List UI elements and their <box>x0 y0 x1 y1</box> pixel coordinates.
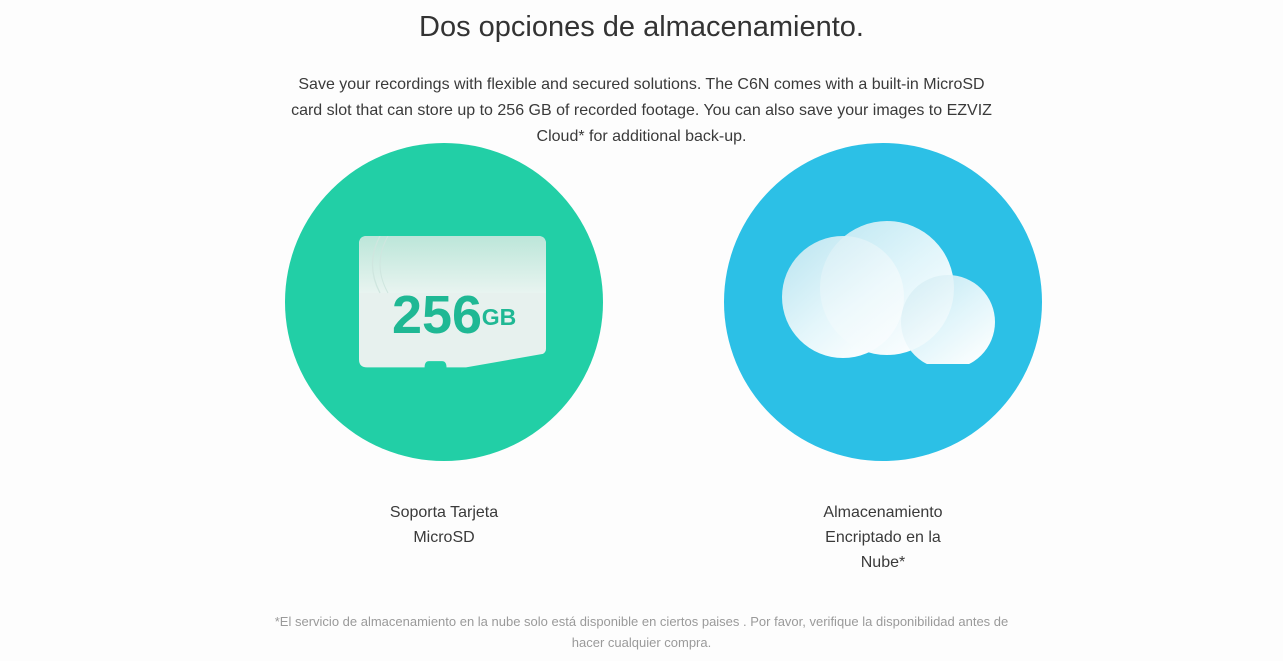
svg-text:GB: GB <box>482 304 517 330</box>
svg-text:256: 256 <box>392 285 482 345</box>
